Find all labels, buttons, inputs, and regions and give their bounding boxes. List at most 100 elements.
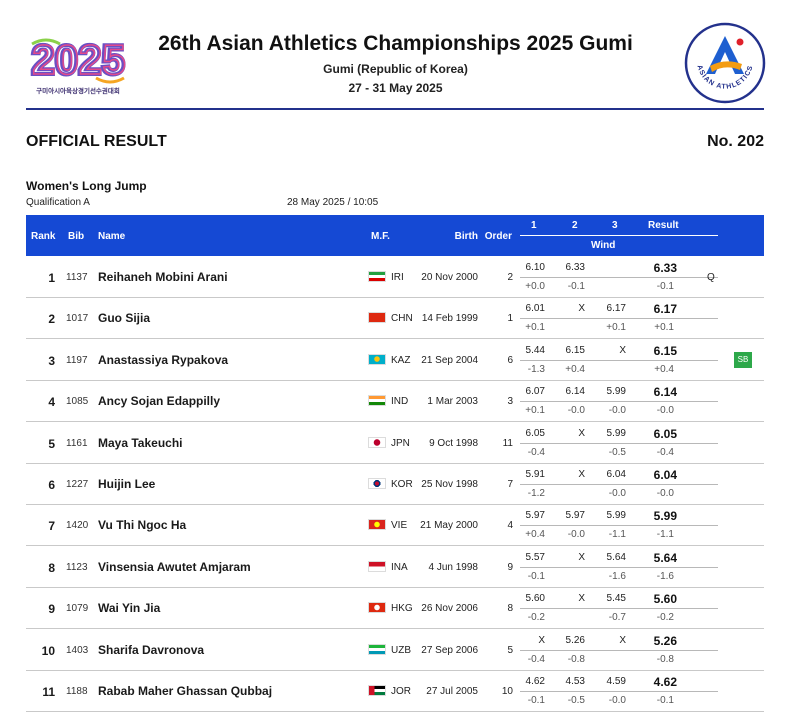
attempt-3-wind: -0.0	[608, 405, 626, 416]
table-row: 6 1227 Huijin Lee KOR 25 Nov 1998 7 5.91 X 6.04 -…	[26, 464, 764, 505]
bib-cell: 1161	[66, 438, 88, 449]
results-table-header: Rank Bib Name M.F. Birth Order 1 2 3 Res…	[26, 215, 764, 256]
attempt-divider	[520, 277, 718, 278]
col-order: Order	[484, 231, 512, 242]
attempt-2-wind: -0.0	[567, 405, 585, 416]
season-best-badge: SB	[734, 352, 752, 368]
attempt-2-mark: 6.15	[565, 345, 585, 356]
attempt-3-mark: 6.17	[606, 303, 626, 314]
birth-date: 20 Nov 2000	[421, 272, 478, 283]
asian-athletics-logo: ASIAN ATHLETICS	[684, 22, 766, 104]
bib-cell: 1197	[66, 355, 88, 366]
attempt-2-mark: X	[578, 428, 585, 439]
table-row: 11 1188 Rabab Maher Ghassan Qubbaj JOR 27 Ju…	[26, 671, 764, 712]
attempt-3-wind: -0.0	[608, 488, 626, 499]
official-result-label: OFFICIAL RESULT	[26, 133, 167, 150]
jump-order: 11	[502, 438, 513, 449]
result-wind: -0.8	[656, 654, 674, 665]
championship-location: Gumi (Republic of Korea)	[323, 62, 468, 76]
nation-code: CHN	[391, 313, 413, 324]
table-row: 2 1017 Guo Sijia CHN 14 Feb 1999 1 6.01 X 6.17 +0…	[26, 298, 764, 339]
result-wind: -1.6	[656, 571, 674, 582]
attempt-1-mark: 5.57	[525, 552, 545, 563]
attempt-3-wind: -0.0	[608, 695, 626, 706]
attempt-2-mark: X	[578, 593, 585, 604]
attempt-3-mark: 5.64	[606, 552, 626, 563]
event-title: Women's Long Jump	[26, 179, 147, 193]
result-mark: 5.26	[653, 634, 677, 648]
championship-dates: 27 - 31 May 2025	[348, 81, 443, 95]
table-row: 1 1137 Reihaneh Mobini Arani IRI 20 Nov 2000…	[26, 257, 764, 298]
flag-icon	[368, 644, 386, 655]
athlete-name: Guo Sijia	[98, 311, 151, 325]
attempt-3-mark: X	[619, 345, 626, 356]
result-mark: 6.33	[653, 261, 677, 275]
rank-cell: 1	[48, 271, 55, 285]
attempt-2-mark: 6.33	[565, 262, 585, 273]
attempt-1-mark: 6.07	[525, 386, 545, 397]
attempt-2-mark: 6.14	[565, 386, 585, 397]
birth-date: 21 May 2000	[420, 520, 478, 531]
championship-logo: 2025 2025 구미아시아육상경기선수권대회	[26, 34, 130, 96]
col-attempt-3: 3	[612, 220, 618, 231]
attempt-3-wind: -1.1	[608, 529, 626, 540]
attempt-2-wind: +0.4	[565, 364, 585, 375]
championship-title: 26th Asian Athletics Championships 2025 …	[158, 32, 633, 55]
jump-order: 2	[507, 272, 513, 283]
athlete-name: Vu Thi Ngoc Ha	[98, 518, 187, 532]
result-wind: -0.1	[656, 695, 674, 706]
attempt-1-wind: -1.3	[527, 364, 545, 375]
attempt-1-wind: -0.1	[527, 695, 545, 706]
jump-order: 7	[507, 479, 513, 490]
nation-code: HKG	[391, 603, 413, 614]
jump-order: 9	[507, 562, 513, 573]
attempt-2-mark: 4.53	[565, 676, 585, 687]
attempt-1-wind: +0.0	[525, 281, 545, 292]
attempt-2-mark: X	[578, 469, 585, 480]
attempt-1-mark: 5.91	[525, 469, 545, 480]
attempt-3-mark: 5.99	[606, 428, 626, 439]
birth-date: 4 Jun 1998	[428, 562, 479, 573]
rank-cell: 4	[48, 395, 55, 409]
result-mark: 5.60	[653, 592, 677, 606]
athlete-name: Vinsensia Awutet Amjaram	[98, 560, 251, 574]
flag-icon	[368, 395, 386, 406]
attempt-3-mark: 6.04	[606, 469, 626, 480]
flag-icon	[368, 685, 386, 696]
attempt-3-wind: -0.7	[608, 612, 626, 623]
nation-code: KOR	[391, 479, 413, 490]
attempt-3-mark: 4.59	[606, 676, 626, 687]
attempt-1-mark: 6.10	[525, 262, 545, 273]
result-mark: 5.99	[653, 509, 677, 523]
attempt-1-mark: 4.62	[525, 676, 545, 687]
jump-order: 10	[501, 686, 513, 697]
rank-cell: 10	[41, 644, 55, 658]
nation-code: JOR	[391, 686, 411, 697]
rank-cell: 8	[48, 561, 55, 575]
attempt-divider	[520, 567, 718, 568]
birth-date: 14 Feb 1999	[421, 313, 478, 324]
flag-icon	[368, 519, 386, 530]
attempt-divider	[520, 443, 718, 444]
table-row: 10 1403 Sharifa Davronova UZB 27 Sep 2006 5 X 5…	[26, 630, 764, 671]
championship-logo-graphic: 2025 2025	[29, 34, 126, 85]
attempt-divider	[520, 360, 718, 361]
attempt-divider	[520, 691, 718, 692]
result-wind: -0.2	[656, 612, 674, 623]
table-row: 5 1161 Maya Takeuchi JPN 9 Oct 1998 11 6.05 X 5.…	[26, 423, 764, 464]
result-wind: +0.4	[654, 364, 674, 375]
nation-code: UZB	[391, 645, 411, 656]
birth-date: 27 Sep 2006	[421, 645, 478, 656]
result-wind: -0.1	[656, 281, 674, 292]
attempt-2-mark: 5.97	[565, 510, 585, 521]
header-divider	[520, 235, 718, 236]
result-mark: 6.04	[653, 468, 677, 482]
attempt-2-mark: 5.26	[565, 635, 585, 646]
bib-cell: 1420	[66, 520, 89, 531]
bib-cell: 1137	[66, 272, 88, 283]
table-row: 7 1420 Vu Thi Ngoc Ha VIE 21 May 2000 4 5.97 5.…	[26, 505, 764, 546]
attempt-1-wind: -0.1	[527, 571, 545, 582]
result-mark: 4.62	[653, 675, 677, 689]
result-wind: -1.1	[656, 529, 674, 540]
col-wind: Wind	[591, 240, 616, 251]
